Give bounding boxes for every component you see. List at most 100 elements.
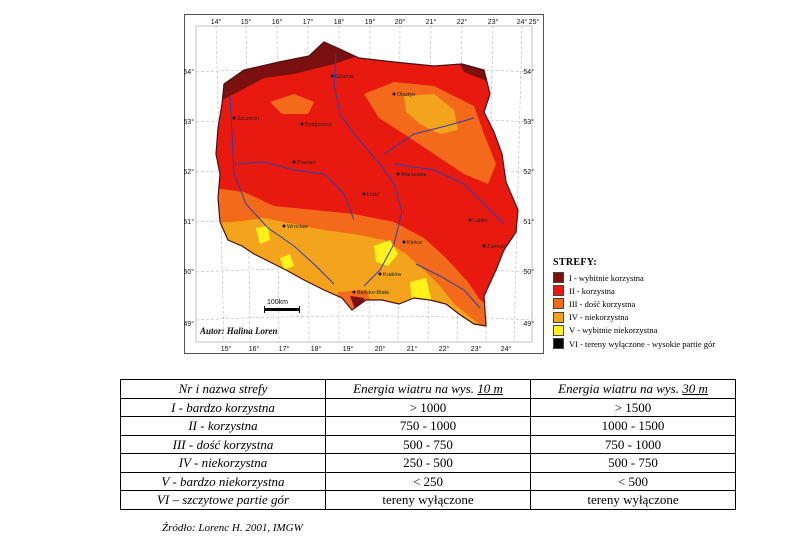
longitude-tick-top: 21° xyxy=(426,18,437,26)
longitude-tick-bottom: 24° xyxy=(501,345,512,353)
legend-swatch xyxy=(553,324,564,336)
longitude-tick-top: 14° xyxy=(211,18,222,26)
map-canvas: 100km Autor: Halina Loren 14° 15° 16° 17° 18… xyxy=(184,14,544,354)
longitude-tick-bottom: 18° xyxy=(311,345,322,353)
energy-30m-cell: > 1500 xyxy=(530,397,736,417)
warta-river xyxy=(233,161,355,221)
zone-name-cell: IV - niekorzystna xyxy=(120,453,326,473)
zone-name-cell: VI – szczytowe partie gór xyxy=(120,490,326,510)
energy-10m-cell: 750 - 1000 xyxy=(325,416,531,436)
latitude-tick-left: 51° xyxy=(184,218,194,226)
legend-label: II - korzystna xyxy=(569,285,615,296)
wind-zone-map: 100km Autor: Halina Loren 14° 15° 16° 17° 18… xyxy=(184,14,544,354)
header-energy-10m-prefix: Energia wiatru na wys. xyxy=(353,381,478,397)
oder-river xyxy=(229,95,335,285)
legend-label: IV - niekorzystna xyxy=(569,312,629,323)
map-legend: STREFY: I - wybitnie korzystna II - korzy… xyxy=(553,257,793,350)
city-marker: Wrocław xyxy=(282,224,308,230)
legend-item: V - wybitnie niekorzystna xyxy=(553,324,793,337)
longitude-tick-bottom: 20° xyxy=(375,345,386,353)
city-dot xyxy=(392,92,396,96)
city-dot xyxy=(300,122,304,126)
zone-III-area-northeast xyxy=(364,82,496,184)
longitude-tick-bottom: 15° xyxy=(221,345,232,353)
latitude-tick-right: 50° xyxy=(523,268,534,276)
table-row: III - dość korzystna 500 - 750 750 - 1000 xyxy=(120,434,736,454)
longitude-tick-top: 18° xyxy=(334,18,345,26)
longitude-tick-top: 15° xyxy=(241,18,252,26)
legend-item: IV - niekorzystna xyxy=(553,311,793,324)
longitude-tick-bottom: 16° xyxy=(249,345,260,353)
scale-label: 100km xyxy=(267,299,288,306)
energy-30m-cell: < 500 xyxy=(530,471,736,491)
city-dot xyxy=(482,244,486,248)
energy-10m-cell: tereny wyłączone xyxy=(325,490,531,510)
city-marker: Olsztyn xyxy=(392,92,415,98)
header-energy-30m-height: 30 m xyxy=(682,381,708,397)
city-marker: Zamość xyxy=(482,244,507,250)
city-dot xyxy=(330,74,334,78)
city-marker: Bielsko-Biała xyxy=(352,290,390,296)
energy-30m-cell: 1000 - 1500 xyxy=(530,416,736,436)
city-name: Wrocław xyxy=(287,224,308,230)
city-name: Zamość xyxy=(487,244,507,250)
longitude-tick-top: 25° xyxy=(529,18,540,26)
energy-30m-cell: 750 - 1000 xyxy=(530,434,736,454)
legend-label: VI - tereny wyłączone - wysokie partie g… xyxy=(569,338,716,349)
energy-30m-cell: 500 - 750 xyxy=(530,453,736,473)
city-marker: Kielce xyxy=(402,240,422,246)
city-name: Lublin xyxy=(473,218,488,224)
city-marker: Lublin xyxy=(468,218,488,224)
city-marker: Kraków xyxy=(378,272,401,278)
table-row: I - bardzo korzystna > 1000 > 1500 xyxy=(120,397,736,417)
city-marker: Łódź xyxy=(362,192,379,198)
bug-river xyxy=(393,163,505,225)
longitude-tick-top: 19° xyxy=(365,18,376,26)
energy-30m-cell: tereny wyłączone xyxy=(530,490,736,510)
latitude-tick-left: 54° xyxy=(184,68,194,76)
legend-label: V - wybitnie niekorzystna xyxy=(569,325,658,336)
city-name: Bydgoszcz xyxy=(305,122,332,128)
city-name: Poznań xyxy=(297,160,316,166)
city-name: Szczecin xyxy=(237,116,259,122)
longitude-tick-top: 24° xyxy=(517,18,528,26)
zone-IV-area-northeast xyxy=(404,94,458,134)
narew-river xyxy=(383,117,475,155)
longitude-tick-top: 20° xyxy=(395,18,406,26)
longitude-tick-bottom: 21° xyxy=(407,345,418,353)
header-energy-10m: Energia wiatru na wys. 10 m xyxy=(325,379,531,399)
source-citation: Źródło: Lorenc H. 2001, IMGW xyxy=(162,522,303,534)
table-row: VI – szczytowe partie gór tereny wyłączon… xyxy=(120,490,736,510)
legend-item: III - dość korzystna xyxy=(553,297,793,310)
energy-10m-cell: 500 - 750 xyxy=(325,434,531,454)
city-name: Kraków xyxy=(383,272,401,278)
latitude-tick-left: 53° xyxy=(184,118,194,126)
zone-V-area-sudety xyxy=(256,226,270,244)
san-river xyxy=(415,263,481,309)
legend-label: III - dość korzystna xyxy=(569,298,636,309)
latitude-tick-left: 49° xyxy=(184,320,194,328)
latitude-tick-right: 51° xyxy=(523,218,534,226)
longitude-tick-top: 17° xyxy=(303,18,314,26)
longitude-tick-top: 22° xyxy=(457,18,468,26)
longitude-tick-top: 16° xyxy=(272,18,283,26)
city-marker: Poznań xyxy=(292,160,316,166)
longitude-tick-bottom: 19° xyxy=(343,345,354,353)
header-energy-30m: Energia wiatru na wys. 30 m xyxy=(530,379,736,399)
table-row: IV - niekorzystna 250 - 500 500 - 750 xyxy=(120,453,736,473)
city-dot xyxy=(402,240,406,244)
table-body: I - bardzo korzystna > 1000 > 1500 II - kor… xyxy=(120,397,736,510)
vistula-river xyxy=(333,53,403,287)
legend-item: II - korzystna xyxy=(553,284,793,297)
longitude-tick-bottom: 23° xyxy=(471,345,482,353)
latitude-tick-right: 54° xyxy=(523,68,534,76)
city-name: Łódź xyxy=(367,192,379,198)
table-header-row: Nr i nazwa strefy Energia wiatru na wys.… xyxy=(120,379,736,399)
city-marker: Warszawa xyxy=(396,172,427,178)
legend-swatch xyxy=(553,311,564,323)
city-dot xyxy=(396,172,400,176)
latitude-tick-left: 52° xyxy=(184,168,194,176)
city-markers: Gdańsk Olsztyn Szczecin Bydgoszcz Poznań Wars… xyxy=(232,74,507,296)
city-dot xyxy=(352,290,356,294)
table-row: V - bardzo niekorzystna < 250 < 500 xyxy=(120,471,736,491)
